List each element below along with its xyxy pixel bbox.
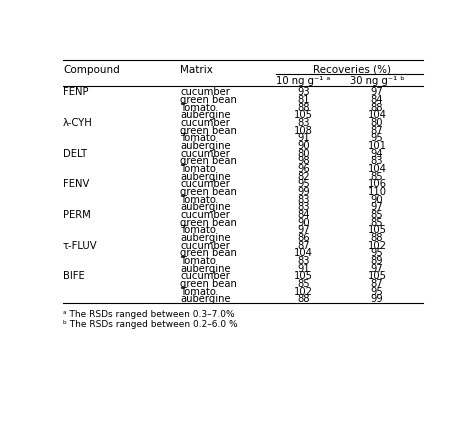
Text: 86: 86 (297, 233, 310, 243)
Text: 80: 80 (297, 149, 310, 159)
Text: 99: 99 (371, 294, 383, 304)
Text: green bean: green bean (181, 126, 237, 136)
Text: 88: 88 (297, 294, 310, 304)
Text: aubergine: aubergine (181, 141, 231, 151)
Text: 83: 83 (297, 256, 310, 266)
Text: green bean: green bean (181, 279, 237, 289)
Text: 97: 97 (371, 202, 383, 212)
Text: 110: 110 (367, 187, 386, 197)
Text: 90: 90 (371, 194, 383, 205)
Text: Tomato: Tomato (181, 256, 216, 266)
Text: aubergine: aubergine (181, 171, 231, 182)
Text: aubergine: aubergine (181, 202, 231, 212)
Text: 30 ng g⁻¹ ᵇ: 30 ng g⁻¹ ᵇ (350, 76, 404, 86)
Text: Compound: Compound (63, 65, 119, 75)
Text: 87: 87 (371, 126, 383, 136)
Text: Tomato: Tomato (181, 133, 216, 143)
Text: Recoveries (%): Recoveries (%) (313, 65, 391, 75)
Text: cucumber: cucumber (181, 240, 230, 251)
Text: 102: 102 (294, 286, 313, 297)
Text: green bean: green bean (181, 187, 237, 197)
Text: green bean: green bean (181, 248, 237, 258)
Text: 95: 95 (371, 248, 383, 258)
Text: 87: 87 (371, 279, 383, 289)
Text: 95: 95 (297, 179, 310, 189)
Text: 89: 89 (371, 256, 383, 266)
Text: 104: 104 (294, 248, 313, 258)
Text: τ-FLUV: τ-FLUV (63, 240, 98, 251)
Text: Tomato: Tomato (181, 286, 216, 297)
Text: 88: 88 (371, 103, 383, 113)
Text: PERM: PERM (63, 210, 91, 220)
Text: FENP: FENP (63, 88, 89, 97)
Text: aubergine: aubergine (181, 233, 231, 243)
Text: 101: 101 (367, 141, 386, 151)
Text: 83: 83 (297, 118, 310, 128)
Text: 105: 105 (294, 271, 313, 281)
Text: 91: 91 (297, 133, 310, 143)
Text: 80: 80 (371, 118, 383, 128)
Text: 82: 82 (297, 171, 310, 182)
Text: 95: 95 (371, 286, 383, 297)
Text: Tomato: Tomato (181, 103, 216, 113)
Text: aubergine: aubergine (181, 294, 231, 304)
Text: 98: 98 (297, 156, 310, 166)
Text: 85: 85 (371, 217, 383, 228)
Text: 83: 83 (297, 202, 310, 212)
Text: 88: 88 (371, 233, 383, 243)
Text: 108: 108 (294, 126, 313, 136)
Text: cucumber: cucumber (181, 210, 230, 220)
Text: cucumber: cucumber (181, 149, 230, 159)
Text: 97: 97 (371, 88, 383, 97)
Text: 85: 85 (297, 279, 310, 289)
Text: 95: 95 (371, 133, 383, 143)
Text: green bean: green bean (181, 95, 237, 105)
Text: cucumber: cucumber (181, 271, 230, 281)
Text: aubergine: aubergine (181, 110, 231, 120)
Text: 106: 106 (367, 179, 386, 189)
Text: 102: 102 (367, 240, 386, 251)
Text: 99: 99 (297, 187, 310, 197)
Text: Matrix: Matrix (181, 65, 213, 75)
Text: ᵃ The RSDs ranged between 0.3–7.0%: ᵃ The RSDs ranged between 0.3–7.0% (63, 310, 235, 319)
Text: 88: 88 (297, 103, 310, 113)
Text: DELT: DELT (63, 149, 87, 159)
Text: 85: 85 (371, 171, 383, 182)
Text: 87: 87 (297, 240, 310, 251)
Text: 84: 84 (297, 210, 310, 220)
Text: 83: 83 (371, 156, 383, 166)
Text: 97: 97 (297, 225, 310, 235)
Text: 91: 91 (297, 263, 310, 274)
Text: 96: 96 (297, 164, 310, 174)
Text: 104: 104 (367, 110, 386, 120)
Text: 10 ng g⁻¹ ᵃ: 10 ng g⁻¹ ᵃ (276, 76, 331, 86)
Text: 90: 90 (297, 141, 310, 151)
Text: BIFE: BIFE (63, 271, 85, 281)
Text: λ-CYH: λ-CYH (63, 118, 93, 128)
Text: cucumber: cucumber (181, 118, 230, 128)
Text: 97: 97 (371, 263, 383, 274)
Text: green bean: green bean (181, 156, 237, 166)
Text: Tomato: Tomato (181, 225, 216, 235)
Text: 105: 105 (294, 110, 313, 120)
Text: 105: 105 (367, 225, 386, 235)
Text: 81: 81 (297, 95, 310, 105)
Text: ᵇ The RSDs ranged between 0.2–6.0 %: ᵇ The RSDs ranged between 0.2–6.0 % (63, 320, 237, 329)
Text: 90: 90 (297, 217, 310, 228)
Text: cucumber: cucumber (181, 88, 230, 97)
Text: 84: 84 (371, 95, 383, 105)
Text: 104: 104 (367, 164, 386, 174)
Text: aubergine: aubergine (181, 263, 231, 274)
Text: green bean: green bean (181, 217, 237, 228)
Text: FENV: FENV (63, 179, 89, 189)
Text: cucumber: cucumber (181, 179, 230, 189)
Text: 85: 85 (371, 210, 383, 220)
Text: 83: 83 (297, 194, 310, 205)
Text: Tomato: Tomato (181, 164, 216, 174)
Text: 105: 105 (367, 271, 386, 281)
Text: 94: 94 (371, 149, 383, 159)
Text: Tomato: Tomato (181, 194, 216, 205)
Text: 93: 93 (297, 88, 310, 97)
